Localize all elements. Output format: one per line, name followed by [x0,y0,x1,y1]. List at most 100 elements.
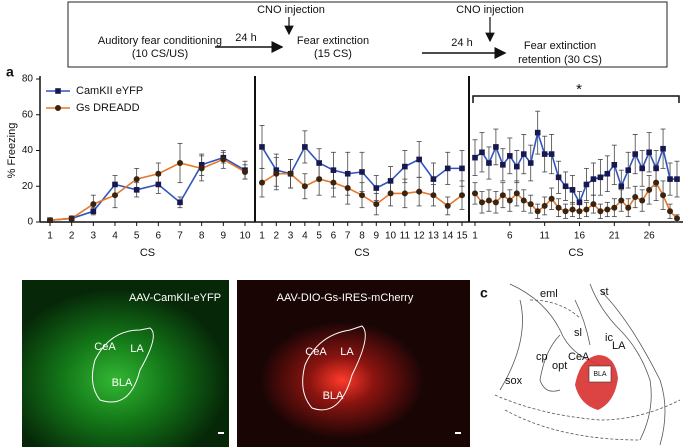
protocol-box [67,1,668,68]
y-tick-label: 60 [22,109,34,120]
step-title: Fear extinction [297,35,369,47]
region-outline [91,327,154,403]
marker [639,165,645,172]
marker [506,197,513,204]
marker [632,193,639,200]
step-detail: (15 CS) [314,48,352,60]
marker [90,201,97,208]
marker [273,167,280,173]
x-axis-label: CS [140,247,155,259]
marker [344,170,351,177]
marker [513,163,520,170]
marker [155,170,162,177]
marker [597,208,604,215]
region-label: BLA [323,390,344,402]
marker [416,156,422,163]
x-tick-label: 6 [331,231,337,242]
atlas-label: sl [574,327,582,339]
scale-bar [455,432,461,434]
marker [478,199,485,206]
marker [133,187,140,193]
marker [507,153,513,159]
panel-label: a [6,64,14,80]
marker [112,192,118,199]
region-label: CeA [94,341,116,353]
region-label: BLA [112,377,133,389]
highlight-box [588,365,612,383]
legend-label: Gs DREADD [76,102,140,114]
x-tick-label: 11 [539,231,550,242]
x-tick-label: 6 [156,231,162,242]
marker [430,192,437,199]
atlas-label: ic [605,332,613,344]
marker [590,201,597,208]
x-tick-label: 15 [456,231,468,242]
marker [618,197,625,204]
marker [499,192,506,199]
marker [242,168,248,175]
x-tick-label: 4 [302,231,308,242]
marker [646,186,653,193]
marker [177,199,183,206]
x-tick-label: 16 [574,231,586,242]
x-tick-label: 10 [239,231,251,242]
marker [660,145,666,152]
scale-bar [218,432,224,434]
marker [68,215,75,222]
marker [520,151,527,157]
marker [611,204,618,211]
marker [604,206,611,213]
marker [513,190,520,197]
x-tick-label: 3 [91,231,97,242]
marker [562,183,569,190]
marker [259,179,265,186]
y-tick-label: 80 [22,74,34,85]
marker [359,169,365,175]
x-tick-label: 8 [199,231,205,242]
marker [569,206,576,213]
marker [534,129,541,136]
marker [486,160,492,166]
marker [459,192,465,199]
marker [541,151,548,157]
step-title: Auditory fear conditioning [98,35,222,47]
image-title: AAV-DIO-Gs-IRES-mCherry [277,292,414,304]
marker [493,144,499,150]
marker [555,174,562,181]
marker [653,179,660,186]
x-tick-label: 11 [400,231,411,242]
marker [133,176,140,183]
x-tick-label: 5 [316,231,322,242]
marker [112,181,118,188]
marker [316,160,322,166]
marker [55,105,61,111]
atlas-label: CeA [568,351,590,363]
marker [485,197,492,204]
legend-label: CamKII eYFP [76,85,143,97]
marker [632,151,639,157]
marker [492,199,499,206]
interval: 24 h [235,32,256,44]
x-tick-label: 5 [134,231,140,242]
x-tick-label: 1 [472,231,478,242]
marker [359,192,365,199]
y-tick-label: 20 [22,181,34,192]
series-line [49,158,246,222]
marker [527,201,534,208]
marker [500,162,506,168]
marker [472,154,478,161]
x-tick-label: 2 [274,231,280,242]
marker [583,181,590,188]
panel-label: c [480,285,488,301]
x-tick-label: 7 [177,231,183,242]
marker [590,176,597,182]
marker [674,176,680,182]
marker [548,195,555,202]
marker [430,176,437,182]
x-tick-label: 21 [609,231,621,242]
marker [534,208,541,215]
series-line [474,181,678,219]
marker [667,208,674,215]
atlas-label: st [600,286,609,298]
